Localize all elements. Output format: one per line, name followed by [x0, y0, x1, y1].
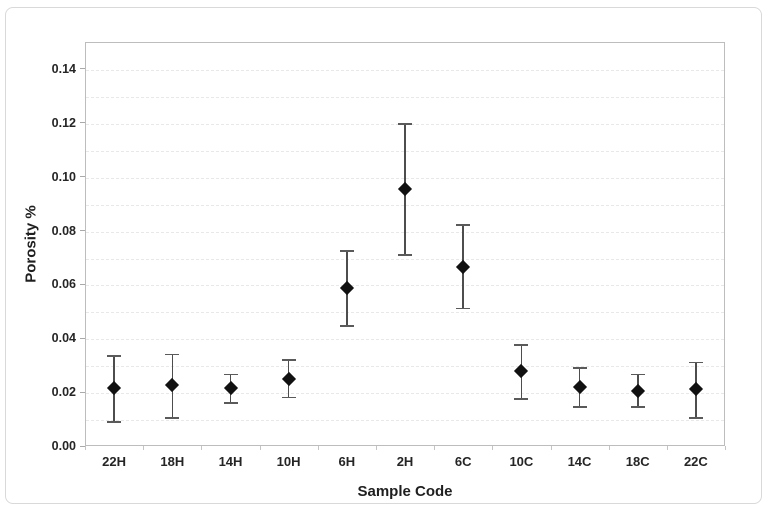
- x-axis-tick: [259, 446, 261, 450]
- error-bar-cap-bottom: [514, 398, 529, 400]
- error-bar-cap-top: [456, 224, 471, 226]
- x-axis-tick-label: 6C: [454, 454, 472, 469]
- y-axis-tick: [80, 68, 85, 70]
- x-axis-tick: [317, 446, 319, 450]
- y-axis-tick: [80, 337, 85, 339]
- x-axis-tick-label: 22C: [683, 454, 708, 469]
- x-axis-tick: [85, 446, 86, 450]
- error-bar-cap-bottom: [281, 396, 296, 399]
- x-axis-tick-label: 14C: [567, 454, 592, 469]
- y-axis-tick-label: 0.14: [51, 61, 76, 76]
- error-bar-cap-bottom: [456, 307, 471, 310]
- error-bar-cap-bottom: [688, 416, 703, 419]
- error-bar-cap-bottom: [165, 416, 180, 419]
- x-axis-tick: [434, 446, 436, 450]
- x-axis-tick: [492, 446, 494, 450]
- error-bar-cap-top: [281, 358, 296, 361]
- y-axis-tick: [80, 176, 85, 178]
- y-axis-tick: [80, 283, 85, 285]
- error-bar-cap-bottom: [339, 325, 354, 327]
- y-axis-tick-label: 0.10: [51, 169, 76, 184]
- x-axis-tick: [550, 446, 552, 450]
- y-axis-tick-label: 0.12: [51, 115, 76, 130]
- x-axis-tick: [608, 446, 610, 450]
- error-bar-cap-bottom: [398, 253, 412, 256]
- y-axis-tick-label: 0.08: [51, 223, 76, 238]
- x-axis-title: Sample Code: [357, 483, 453, 500]
- gridline: [86, 312, 724, 314]
- x-axis-tick-label: 6H: [338, 454, 356, 469]
- error-bar-cap-top: [398, 123, 412, 125]
- error-bar-cap-top: [688, 361, 703, 364]
- error-bar-cap-top: [514, 344, 529, 346]
- y-axis-tick: [80, 391, 85, 393]
- gridline: [86, 285, 724, 287]
- error-bar-cap-top: [630, 373, 645, 376]
- gridline: [86, 420, 724, 422]
- error-bar-cap-top: [165, 353, 180, 356]
- error-bar-cap-top: [223, 373, 238, 376]
- x-axis-tick-label: 18H: [160, 454, 185, 469]
- y-axis-tick: [80, 122, 85, 124]
- y-axis-tick: [80, 230, 85, 231]
- error-bar-cap-bottom: [107, 420, 122, 423]
- x-axis-tick: [201, 446, 203, 450]
- error-bar-cap-bottom: [630, 406, 645, 408]
- x-axis-tick-label: 10C: [509, 454, 534, 469]
- gridline: [86, 69, 724, 71]
- y-axis-tick-label: 0.06: [51, 277, 76, 292]
- x-axis-tick-label: 22H: [102, 454, 127, 469]
- y-axis-tick-label: 0.02: [51, 385, 76, 400]
- error-bar-cap-top: [107, 354, 122, 357]
- gridline: [86, 339, 724, 341]
- error-bar-cap-bottom: [572, 406, 587, 408]
- error-bar-cap-top: [339, 249, 354, 252]
- x-axis-tick-label: 14H: [218, 454, 243, 469]
- y-axis-tick-label: 0.04: [51, 331, 76, 346]
- gridline: [86, 366, 724, 368]
- x-axis-tick-label: 18C: [625, 454, 650, 469]
- gridline: [86, 96, 724, 98]
- x-axis-tick: [375, 446, 377, 450]
- x-axis-tick: [143, 446, 145, 450]
- gridline: [86, 393, 724, 395]
- y-axis-tick-label: 0.00: [51, 439, 76, 453]
- y-axis-tick: [80, 445, 85, 447]
- x-axis-tick: [666, 446, 668, 450]
- gridline: [86, 258, 724, 260]
- x-axis-tick: [725, 446, 726, 450]
- error-bar-cap-bottom: [223, 402, 238, 404]
- y-axis-title: Porosity %: [22, 205, 40, 283]
- x-axis-tick-label: 2H: [396, 454, 414, 469]
- error-bar-cap-top: [572, 367, 587, 369]
- x-axis-tick-label: 10H: [276, 454, 301, 469]
